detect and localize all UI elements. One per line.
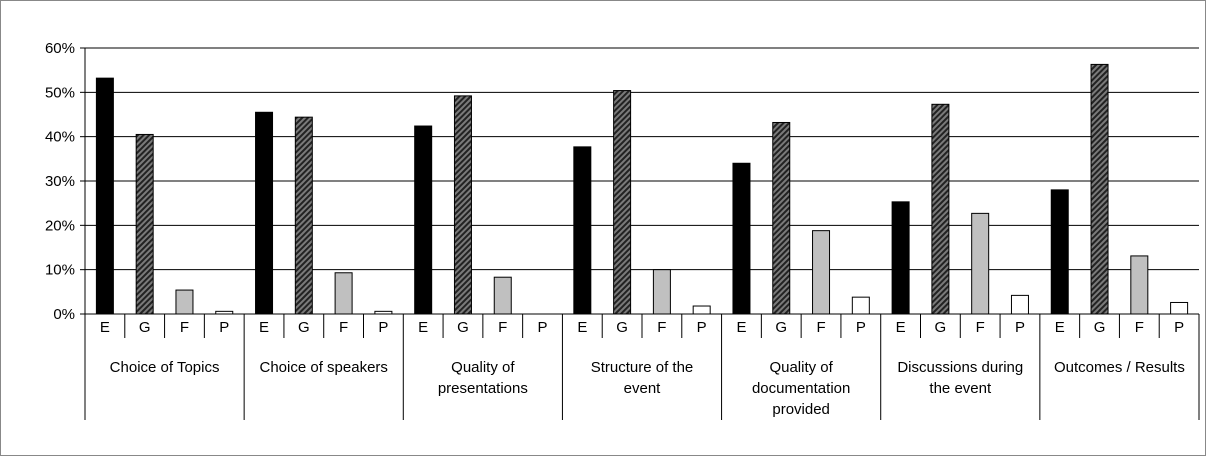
sub-category-label: P [697,319,707,336]
sub-category-label: G [457,319,469,336]
bar [1170,301,1189,315]
group-label: presentations [438,380,528,397]
bar [493,276,512,315]
bar [175,289,194,315]
bar [1130,255,1149,315]
group-label: documentation [752,380,850,397]
sub-category-label: P [538,319,548,336]
group-label: Quality of [769,359,833,376]
bar [613,90,632,315]
sub-category-label: G [775,319,787,336]
bar [1010,294,1029,315]
sub-category-label: E [1055,319,1065,336]
sub-category-label: F [657,319,666,336]
bar [971,212,990,315]
group-label: Outcomes / Results [1054,359,1185,376]
bar [732,162,751,315]
bar [573,146,592,315]
bar [652,269,671,315]
sub-category-label: P [1174,319,1184,336]
bar [772,121,791,315]
bar [931,103,950,315]
group-label: the event [929,380,992,397]
y-tick-label: 30% [45,173,75,190]
y-tick-label: 20% [45,217,75,234]
group-label: Choice of speakers [260,359,388,376]
sub-category-label: E [418,319,428,336]
sub-category-label: F [498,319,507,336]
sub-category-label: P [219,319,229,336]
y-tick-label: 10% [45,262,75,279]
sub-category-label: E [100,319,110,336]
bar [334,272,353,315]
x-axis: E G F P Choice of Topics E G F P Choice of speake… [84,313,1200,420]
y-tick-label: 50% [45,84,75,101]
sub-category-label: P [856,319,866,336]
group-label: Quality of [451,359,515,376]
sub-category-label: F [1135,319,1144,336]
sub-category-label: P [378,319,388,336]
bar [1090,63,1109,315]
y-tick-label: 40% [45,129,75,146]
bar [95,77,114,315]
sub-category-label: E [736,319,746,336]
sub-category-label: G [935,319,947,336]
y-axis: 0% 10% 20% 30% 40% 50% 60% [45,40,86,323]
group-label: event [624,380,662,397]
y-tick-label: 60% [45,40,75,57]
bar [1050,189,1069,315]
sub-category-label: E [577,319,587,336]
sub-category-label: F [976,319,985,336]
sub-category-label: G [139,319,151,336]
gridlines [85,47,1199,315]
group-label: Choice of Topics [110,359,220,376]
bar [692,305,711,315]
sub-category-label: G [616,319,628,336]
bar [135,133,154,315]
bar [294,116,313,315]
sub-category-label: P [1015,319,1025,336]
bars [95,63,1189,315]
bar [812,230,831,315]
bar [891,201,910,315]
group-label: provided [772,401,830,418]
bar [414,125,433,315]
sub-category-label: F [180,319,189,336]
sub-category-label: E [259,319,269,336]
y-tick-label: 0% [53,306,75,323]
group-label: Structure of the [591,359,694,376]
bar [255,111,274,315]
bar [851,296,870,315]
sub-category-label: G [298,319,310,336]
bar [453,95,472,315]
sub-category-label: F [339,319,348,336]
sub-category-label: F [816,319,825,336]
sub-category-label: G [1094,319,1106,336]
sub-category-label: E [896,319,906,336]
group-label: Discussions during [897,359,1023,376]
